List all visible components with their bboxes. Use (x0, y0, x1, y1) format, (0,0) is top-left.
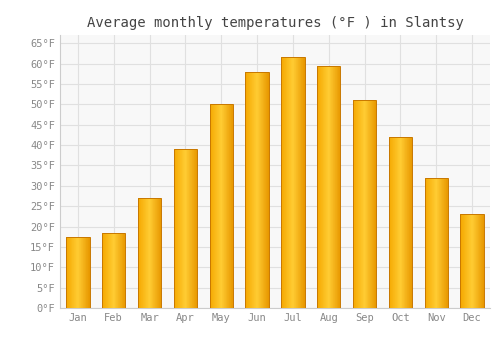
Title: Average monthly temperatures (°F ) in Slantsy: Average monthly temperatures (°F ) in Sl… (86, 16, 464, 30)
Bar (282, 57, 304, 308)
Bar (102, 233, 126, 308)
Bar (246, 72, 268, 308)
Bar (317, 65, 340, 308)
Bar (138, 198, 161, 308)
Bar (389, 137, 412, 308)
Bar (210, 104, 233, 308)
Bar (424, 177, 448, 308)
Bar (66, 237, 90, 308)
Bar (353, 100, 376, 308)
Bar (174, 149, 197, 308)
Bar (460, 214, 483, 308)
